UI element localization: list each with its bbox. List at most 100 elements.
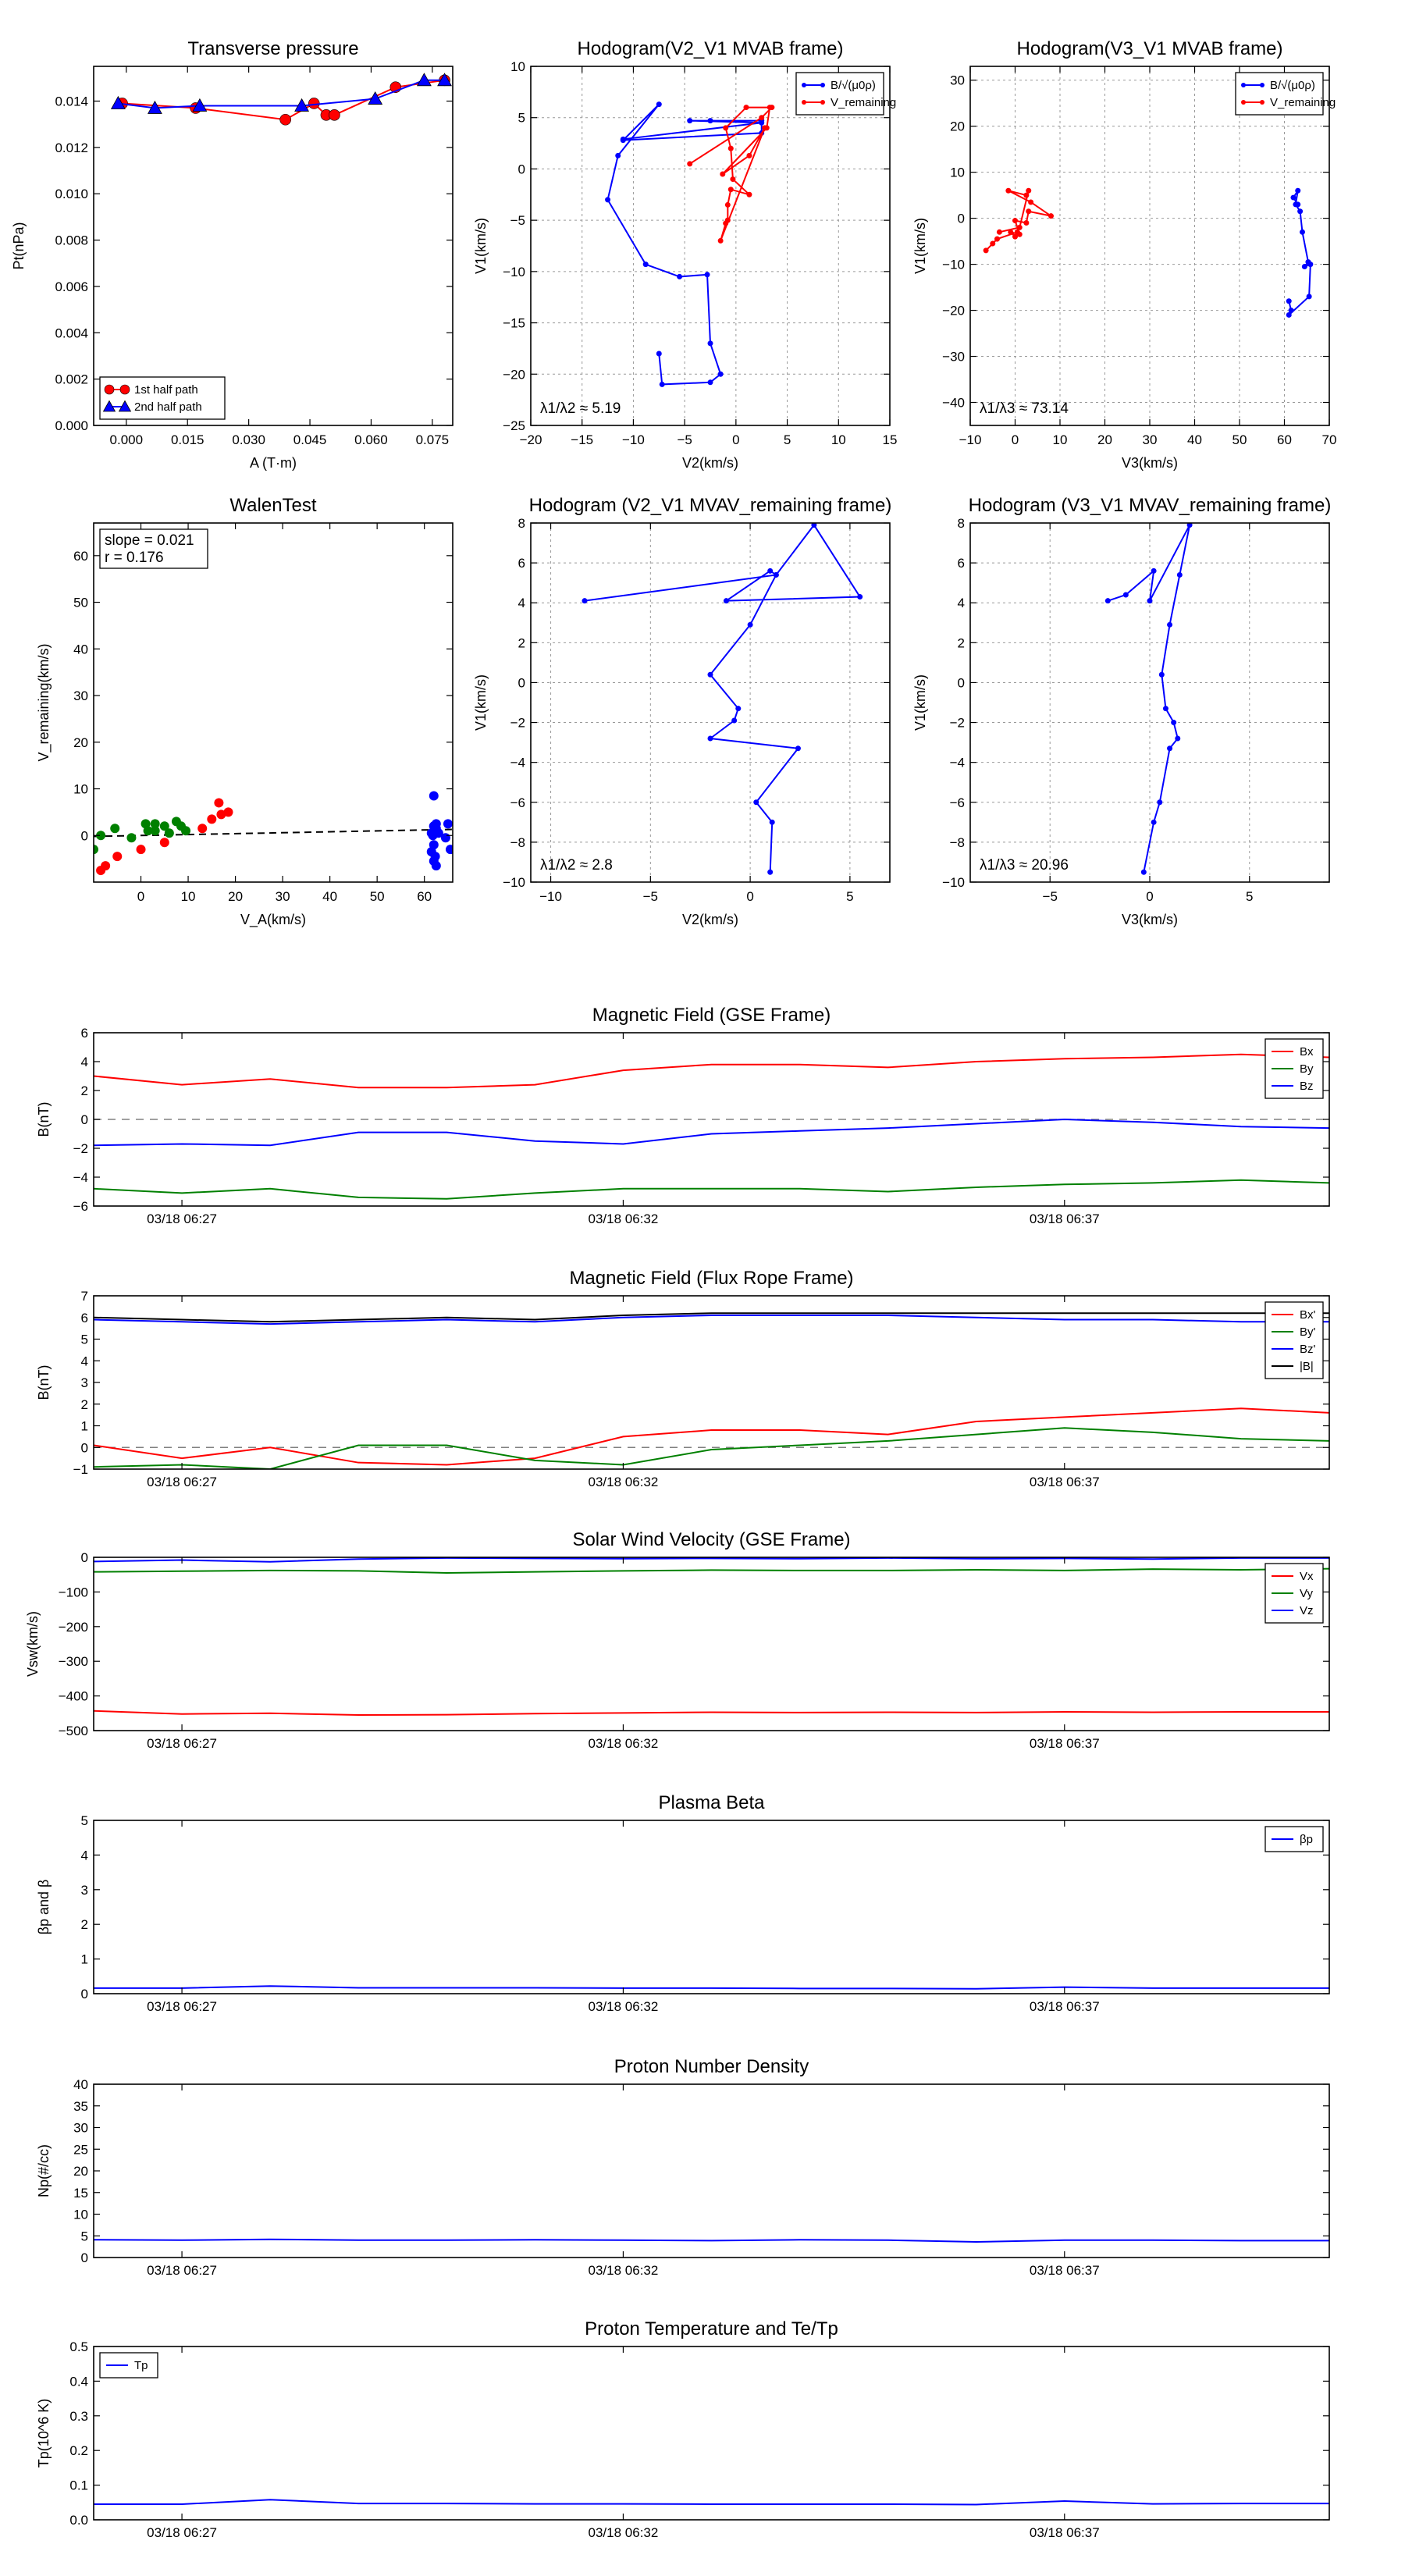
data-point (1151, 568, 1157, 574)
x-tick-label: 0 (746, 889, 753, 904)
y-tick-label: −1 (73, 1462, 88, 1477)
plot-area (983, 187, 1314, 318)
data-point (767, 869, 774, 875)
y-tick-label: −500 (59, 1724, 88, 1738)
y-tick-label: 2 (81, 1083, 88, 1098)
y-tick-label: 0 (81, 2250, 88, 2265)
data-point (1048, 213, 1054, 219)
x-tick-label: −5 (643, 889, 658, 904)
data-point (727, 187, 734, 193)
x-axis-label: V2(km/s) (682, 455, 738, 471)
series-line-bfr-1 (94, 1427, 1329, 1469)
y-tick-label: 2 (518, 635, 525, 650)
y-tick-label: 60 (73, 549, 88, 564)
data-point (214, 798, 224, 808)
data-point (431, 861, 441, 871)
y-tick-label: −4 (950, 756, 965, 770)
x-tick-label: 0 (1012, 432, 1019, 447)
y-tick-label: 3 (81, 1375, 88, 1390)
axes-frame (93, 66, 454, 426)
data-point (620, 136, 626, 142)
legend-frame (1235, 72, 1324, 116)
series-line-np-0 (94, 2238, 1329, 2243)
x-tick-label: 30 (276, 889, 290, 904)
y-axis-label: V1(km/s) (473, 674, 489, 731)
axes-frame (93, 522, 454, 883)
data-point (994, 236, 1000, 242)
y-tick-label: −2 (73, 1141, 88, 1156)
legend-frame (99, 376, 226, 420)
series-line-vsw-2 (94, 1557, 1329, 1563)
x-tick-label: 0.075 (416, 432, 450, 447)
y-tick-label: 0.008 (55, 233, 88, 248)
chart-title: Proton Number Density (614, 2056, 809, 2077)
plot-area (94, 1053, 1329, 1200)
plot-area (94, 1557, 1329, 1717)
y-tick-label: 1 (81, 1419, 88, 1434)
axes-frame (969, 522, 1330, 883)
chart-title: Hodogram (V2_V1 MVAV_remaining frame) (529, 495, 892, 516)
y-tick-label: 3 (81, 1883, 88, 1898)
data-point (773, 571, 779, 578)
series-line-bfr-0 (94, 1407, 1329, 1466)
data-point (1012, 233, 1018, 240)
axes-frame (530, 522, 891, 883)
data-point (433, 828, 443, 838)
data-point (1028, 199, 1034, 205)
y-tick-label: 0.006 (55, 279, 88, 294)
y-tick-label: 20 (73, 735, 88, 750)
y-tick-label: 20 (950, 119, 965, 134)
data-point (743, 105, 749, 111)
legend-marker (102, 400, 116, 412)
x-tick-label: 03/18 06:27 (147, 1736, 217, 1751)
y-tick-label: 8 (958, 516, 965, 531)
y-tick-label: 0 (958, 212, 965, 226)
data-point (1171, 720, 1177, 726)
y-tick-label: 0 (81, 1440, 88, 1455)
x-tick-label: 03/18 06:32 (589, 1736, 659, 1751)
x-tick-label: 20 (228, 889, 243, 904)
plot-area (94, 1985, 1329, 1990)
y-tick-label: 0.000 (55, 418, 88, 433)
series-line-bgse-1 (94, 1179, 1329, 1200)
data-point (1290, 194, 1297, 201)
chart-h1: Hodogram(V2_V1 MVAB frame)−25−20−15−10−5… (473, 38, 897, 471)
data-point (759, 115, 765, 121)
y-axis-label: B(nT) (36, 1102, 52, 1137)
data-point (747, 621, 753, 628)
x-tick-label: 40 (1187, 432, 1202, 447)
legend: B/√(μ0ρ) V_remaining (1235, 72, 1336, 116)
chart-beta: Plasma Beta 0 1 2 3 4 5 03/18 06:27 03/18 06:32 0… (36, 1792, 1330, 2014)
y-tick-label: −10 (942, 875, 965, 890)
series-line-vsw-0 (94, 1710, 1329, 1717)
data-point (677, 273, 683, 279)
y-tick-label: 0 (518, 675, 525, 690)
y-tick-label: 5 (81, 2229, 88, 2243)
data-point (707, 118, 713, 124)
y-axis-label: Np(#/cc) (36, 2144, 52, 2197)
series-line-h3-0 (584, 523, 862, 873)
axes-frame (93, 1820, 1330, 1994)
data-point (112, 852, 123, 862)
axes-frame (93, 1557, 1330, 1731)
data-point (763, 125, 770, 131)
stats-text: r = 0.176 (105, 550, 164, 566)
chart-title: Proton Temperature and Te/Tp (585, 2318, 838, 2339)
data-point (717, 371, 724, 377)
eigenvalue-ratio-label: λ1/λ3 ≈ 20.96 (980, 857, 1069, 873)
series-line-bgse-0 (94, 1053, 1329, 1089)
data-point (1005, 187, 1012, 194)
data-point (857, 594, 863, 600)
y-tick-label: 0.5 (69, 2339, 88, 2354)
x-tick-label: 03/18 06:37 (1030, 2525, 1100, 2540)
y-tick-label: 5 (81, 1332, 88, 1347)
series-line-h2-1 (985, 190, 1052, 251)
x-tick-label: 5 (846, 889, 853, 904)
y-tick-label: 2 (958, 635, 965, 650)
data-point (96, 866, 106, 876)
x-tick-label: 0 (1146, 889, 1153, 904)
data-point (707, 735, 713, 742)
data-point (659, 381, 665, 387)
legend-marker (118, 400, 132, 412)
